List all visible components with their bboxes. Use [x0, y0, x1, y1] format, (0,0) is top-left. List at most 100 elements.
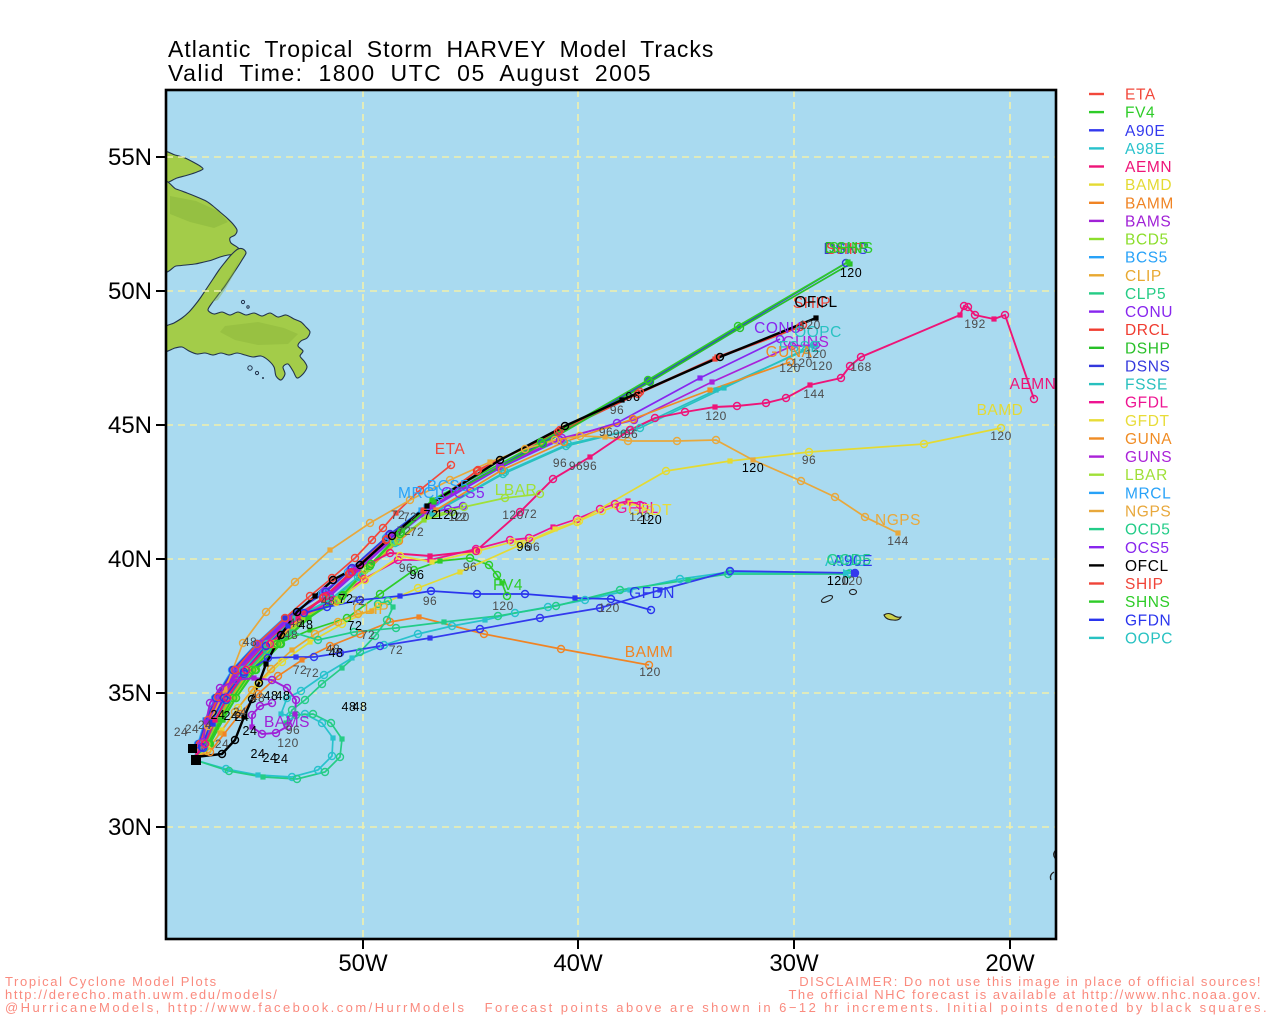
svg-text:96: 96	[610, 403, 624, 417]
svg-text:OFCL: OFCL	[1125, 558, 1169, 575]
svg-text:72: 72	[348, 619, 363, 633]
svg-text:50W: 50W	[338, 950, 388, 977]
svg-text:24: 24	[243, 724, 258, 738]
svg-text:48: 48	[342, 700, 357, 714]
svg-text:AEMN: AEMN	[1010, 376, 1057, 393]
svg-text:72: 72	[403, 510, 417, 524]
svg-text:GUNS: GUNS	[1125, 449, 1172, 466]
svg-text:GFDN: GFDN	[1125, 612, 1171, 629]
svg-text:BAMD: BAMD	[1125, 177, 1172, 194]
svg-text:96: 96	[599, 425, 613, 439]
svg-text:96: 96	[626, 390, 641, 404]
svg-text:FV4: FV4	[493, 577, 523, 594]
svg-text:120: 120	[799, 318, 821, 332]
svg-text:96: 96	[613, 427, 627, 441]
svg-text:72: 72	[351, 594, 365, 608]
svg-text:120: 120	[629, 510, 651, 524]
svg-text:120: 120	[840, 266, 862, 280]
svg-text:GFDL: GFDL	[1125, 395, 1169, 412]
svg-text:BCD5: BCD5	[1125, 232, 1169, 249]
svg-text:BAMM: BAMM	[1125, 195, 1174, 212]
svg-text:96: 96	[463, 560, 477, 574]
svg-text:72: 72	[397, 524, 411, 538]
svg-text:ETA: ETA	[435, 441, 466, 458]
svg-text:SHIP: SHIP	[826, 241, 864, 258]
svg-text:GFDT: GFDT	[1125, 413, 1170, 430]
svg-text:48: 48	[251, 691, 265, 705]
svg-text:ETA: ETA	[1125, 87, 1156, 104]
svg-text:120: 120	[779, 361, 801, 375]
svg-text:96: 96	[802, 453, 816, 467]
svg-text:48: 48	[326, 642, 340, 656]
svg-text:48: 48	[329, 646, 344, 660]
svg-text:CLP5: CLP5	[1125, 286, 1166, 303]
svg-text:MRCL: MRCL	[1125, 485, 1171, 502]
svg-text:BCS5: BCS5	[427, 478, 470, 495]
svg-text:72: 72	[389, 643, 403, 657]
svg-text:GFDN: GFDN	[629, 585, 675, 602]
svg-text:55N: 55N	[108, 144, 152, 171]
svg-text:96: 96	[423, 594, 437, 608]
svg-text:120: 120	[811, 359, 833, 373]
svg-text:DISCLAIMER: Do not use this im: DISCLAIMER: Do not use this image in pla…	[799, 974, 1262, 989]
svg-text:144: 144	[803, 387, 825, 401]
svg-text:120: 120	[277, 736, 299, 750]
svg-text:120: 120	[436, 508, 458, 522]
svg-text:SHIP: SHIP	[1125, 576, 1164, 593]
svg-text:DSHP: DSHP	[824, 240, 869, 257]
svg-text:FV4: FV4	[1125, 105, 1155, 122]
svg-text:120: 120	[805, 347, 827, 361]
svg-text:AEMN: AEMN	[1125, 159, 1172, 176]
svg-text:96: 96	[583, 459, 597, 473]
svg-text:120: 120	[742, 461, 764, 475]
svg-text:120: 120	[639, 665, 661, 679]
svg-text:OFCL: OFCL	[794, 294, 837, 311]
svg-text:45N: 45N	[108, 412, 152, 439]
svg-text:LBAR: LBAR	[495, 482, 538, 499]
svg-text:A98E: A98E	[1125, 141, 1165, 158]
svg-text:GUNA: GUNA	[766, 344, 813, 361]
svg-text:24: 24	[185, 722, 199, 736]
svg-text:40W: 40W	[553, 950, 603, 977]
svg-text:48: 48	[284, 628, 298, 642]
svg-text:A98E: A98E	[825, 553, 865, 570]
svg-text:GUNS: GUNS	[783, 334, 830, 351]
svg-text:24: 24	[215, 737, 229, 751]
svg-text:96: 96	[517, 540, 532, 554]
svg-text:OOPC: OOPC	[794, 324, 842, 341]
svg-text:24: 24	[263, 751, 278, 765]
svg-text:120: 120	[502, 508, 524, 522]
svg-text:24: 24	[274, 752, 289, 766]
svg-text:DRCL: DRCL	[1125, 322, 1170, 339]
svg-text:72: 72	[523, 507, 537, 521]
svg-text:30N: 30N	[108, 814, 152, 841]
svg-text:72: 72	[293, 663, 307, 677]
svg-text:120: 120	[705, 409, 727, 423]
svg-text:BAMS: BAMS	[264, 714, 310, 731]
svg-text:The official NHC forecast is a: The official NHC forecast is available a…	[788, 987, 1262, 1002]
svg-text:SHNS: SHNS	[828, 240, 873, 257]
svg-text:48: 48	[289, 616, 303, 630]
svg-text:GFDT: GFDT	[628, 502, 672, 519]
svg-text:48: 48	[276, 689, 291, 703]
svg-text:OCD5: OCD5	[826, 552, 871, 569]
svg-text:BAMD: BAMD	[977, 402, 1024, 419]
svg-text:96: 96	[569, 459, 583, 473]
svg-text:GUNA: GUNA	[1125, 431, 1172, 448]
svg-text:48: 48	[353, 700, 368, 714]
svg-text:35N: 35N	[108, 680, 152, 707]
svg-text:OCS5: OCS5	[1125, 540, 1170, 557]
svg-text:OOPC: OOPC	[1125, 630, 1173, 647]
svg-text:24: 24	[233, 705, 247, 719]
svg-text:120: 120	[640, 513, 662, 527]
svg-text:40N: 40N	[108, 546, 152, 573]
svg-text:DSNS: DSNS	[1125, 358, 1170, 375]
svg-text:96: 96	[399, 561, 413, 575]
svg-text:http://derecho.math.uwm.edu/mo: http://derecho.math.uwm.edu/models/	[5, 987, 279, 1002]
svg-text:192: 192	[964, 317, 986, 331]
svg-text:120: 120	[791, 356, 813, 370]
svg-text:NGPS: NGPS	[875, 512, 921, 529]
svg-text:168: 168	[850, 360, 872, 374]
svg-text:72: 72	[361, 628, 375, 642]
svg-text:96: 96	[624, 427, 638, 441]
